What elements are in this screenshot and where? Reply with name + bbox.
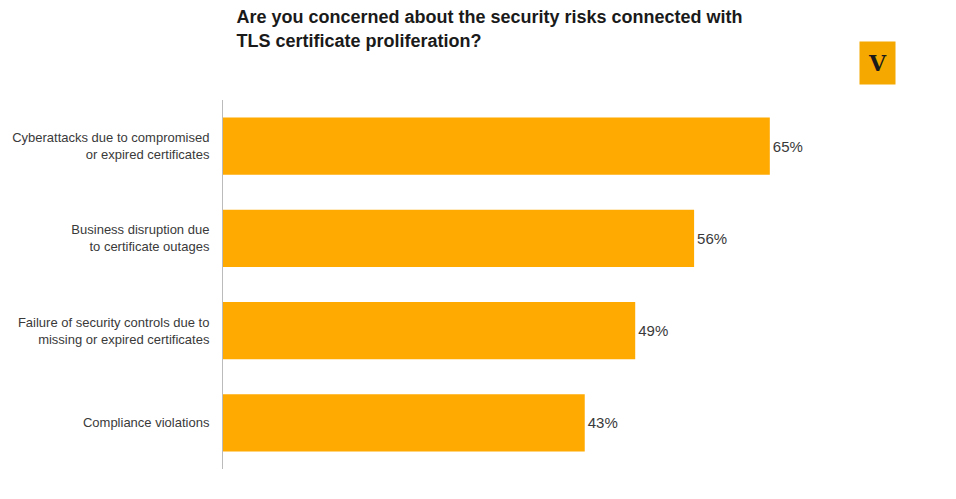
svg-text:43%: 43% [588,414,618,431]
svg-text:65%: 65% [773,138,803,155]
svg-text:V: V [868,50,887,76]
svg-text:Cyberattacks due to compromise: Cyberattacks due to compromisedor expire… [12,130,210,162]
svg-text:Compliance violations: Compliance violations [83,415,210,430]
svg-text:56%: 56% [697,230,727,247]
svg-text:Business disruption dueto cert: Business disruption dueto certificate ou… [71,222,210,254]
svg-text:49%: 49% [638,322,668,339]
svg-text:Failure of security controls d: Failure of security controls due tomissi… [18,315,210,347]
svg-text:Are you concerned about the se: Are you concerned about the security ris… [236,7,742,50]
